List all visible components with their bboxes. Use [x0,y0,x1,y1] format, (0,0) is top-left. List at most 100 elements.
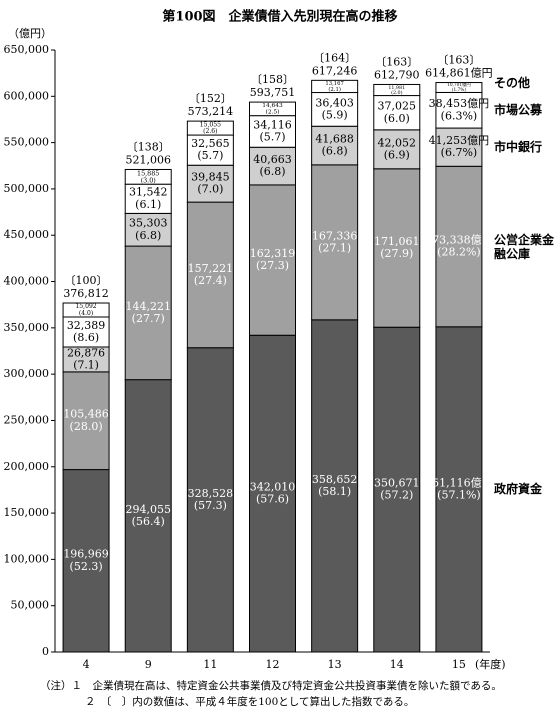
legend-label: 市中銀行 [494,140,543,155]
y-tick-label: 450,000 [4,228,50,241]
value-label: 144,221 [125,300,171,313]
bar-segment [373,168,421,328]
value-label: 37,025 [378,100,417,113]
value-label: 26,876 [67,346,105,359]
bar-segment [62,316,110,348]
bar-segment [435,82,483,93]
bar-segment [373,326,421,653]
value-label: 39,845 [191,171,230,184]
share-label: (6.7%) [441,146,478,159]
total-label: 521,006 [125,153,171,166]
share-label: (52.3) [70,560,103,573]
bar-segment [311,319,359,653]
bar-segment [124,183,172,214]
bar-segment [186,134,234,166]
value-label: 15,092 [75,303,96,310]
value-label: 162,319 [250,247,296,260]
bar-segment [186,347,234,653]
share-label: (2.6) [203,128,217,135]
share-label: (2.5) [266,109,280,116]
bar-segment [249,101,296,117]
bar-segment [186,164,234,203]
x-tick-label: 15 [452,658,466,671]
index-label: 〔163〕 [437,54,480,67]
value-label: 14,643 [262,103,283,109]
x-tick-label: 4 [83,658,90,671]
y-tick-label: 0 [42,645,49,658]
bar-segment [124,245,172,381]
index-label: 〔152〕 [189,92,232,105]
value-label: 196,969 [63,548,109,561]
share-label: (6.8) [322,145,348,158]
value-label: 351,116億円 [425,476,493,489]
value-label: 31,542 [129,186,168,199]
share-label: (57.2) [380,489,413,502]
value-label: 328,528 [188,487,234,500]
chart-title: 第100図 企業債借入先別現在高の推移 [162,9,397,25]
share-label: (6.9) [384,148,410,161]
value-label: 42,052 [378,136,417,149]
share-label: (5.9) [322,108,348,121]
x-tick-label: 9 [145,658,152,671]
index-label: 〔164〕 [313,51,356,64]
legend-label: 政府資金 [494,482,543,497]
share-label: (8.6) [73,331,99,344]
share-label: (27.9) [380,247,413,260]
value-label: 350,671 [374,477,420,490]
bar-segment [62,302,110,318]
value-label: 13,167 [325,81,344,87]
value-label: 105,486 [63,408,109,421]
y-tick-label: 550,000 [4,136,50,149]
bar-segment [249,115,296,148]
share-label: (57.1%) [437,488,481,501]
bar-segment [311,164,359,321]
share-label: (7.1) [73,358,99,371]
bar-segment [373,129,421,170]
share-label: (7.0) [197,183,223,196]
y-tick-label: 200,000 [4,460,50,473]
y-tick-label: 150,000 [4,506,50,519]
x-tick-label: 11 [203,658,217,671]
share-label: (1.7%) [452,88,467,93]
value-label: 41,688 [315,132,354,145]
bar-segment [62,469,110,653]
y-tick-label: 400,000 [4,275,50,288]
share-label: (2.0) [391,89,403,96]
total-label: 614,861億円 [425,67,493,80]
share-label: (58.1) [318,485,351,498]
y-tick-label: 50,000 [11,599,50,612]
value-label: 358,652 [312,473,358,486]
bar-segment [311,125,359,166]
share-label: (27.4) [194,274,227,287]
total-label: 612,790 [374,68,420,81]
share-label: (28.2%) [437,246,481,259]
y-tick-label: 350,000 [4,321,50,334]
bar-segment [124,379,172,653]
value-label: 41,253億円 [429,134,490,147]
share-label: (6.0) [384,112,410,125]
bar-segment [311,79,359,94]
value-label: 342,010 [250,481,296,494]
bar-segment [435,127,483,167]
y-tick-label: 500,000 [4,182,50,195]
y-tick-label: 600,000 [4,89,50,102]
value-label: 294,055 [125,503,171,516]
y-tick-label: 300,000 [4,367,50,380]
value-label: 171,061 [374,235,420,248]
share-label: (2.1) [328,86,341,93]
index-label: 〔100〕 [65,274,108,287]
value-label: 15,055 [200,121,221,128]
legend-label: その他 [494,76,531,91]
bar-segment [124,212,172,247]
value-label: 32,565 [191,137,230,150]
value-label: 36,403 [315,96,354,109]
note: ２ 〔 〕内の数値は、平成４年度を100として算出した指数である。 [85,696,415,708]
share-label: (6.3%) [441,109,478,122]
value-label: 15,885 [137,169,159,177]
index-label: 〔163〕 [375,55,418,68]
bar-segment [62,371,110,471]
x-tick-label: 12 [266,658,280,671]
bar-segment [373,83,421,97]
